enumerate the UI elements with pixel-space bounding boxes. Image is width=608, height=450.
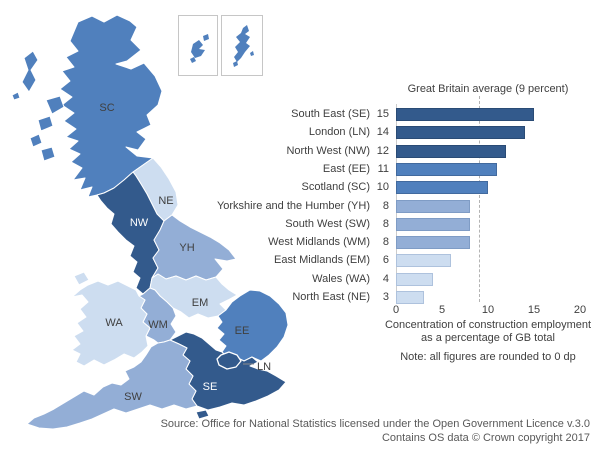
bar-value: 6	[382, 254, 389, 267]
footer: Source: Office for National Statistics l…	[161, 417, 590, 445]
bar-label: Scotland (SC)	[301, 181, 370, 194]
map-label-yh: YH	[179, 242, 194, 254]
shetland-islands	[234, 25, 250, 62]
bar	[396, 291, 424, 304]
bar-label: South West (SW)	[285, 217, 370, 230]
tiny-island	[11, 91, 21, 101]
map-label-se: SE	[203, 381, 218, 393]
bar	[396, 144, 507, 158]
bar	[396, 126, 525, 140]
x-axis-title-line1: Concentration of construction employment	[384, 319, 592, 331]
bar-value: 3	[382, 291, 389, 303]
isle-of-wight	[195, 409, 210, 420]
map-label-wa: WA	[105, 317, 123, 329]
map-label-em: EM	[192, 297, 209, 309]
chart-note: Note: all figures are rounded to 0 dp	[400, 351, 576, 363]
hebrides-island	[21, 50, 39, 93]
region-wales	[71, 280, 151, 367]
bar-value: 10	[376, 181, 389, 194]
bar-value: 11	[377, 162, 389, 175]
region-east	[216, 289, 289, 362]
bar-label: South East (SE)	[291, 108, 370, 120]
source-line: Source: Office for National Statistics l…	[160, 418, 590, 430]
map-label-ee: EE	[235, 325, 250, 337]
skye-island	[45, 95, 65, 115]
bar	[396, 162, 498, 176]
small-island	[29, 133, 43, 148]
bar	[396, 272, 433, 286]
x-axis-title-line2: as a percentage of GB total	[421, 332, 555, 344]
map-label-ln: LN	[257, 361, 271, 373]
bar-value: 8	[382, 199, 389, 212]
orkney-islands	[203, 34, 209, 41]
orkney-islands	[191, 40, 205, 58]
map-label-wm: WM	[148, 319, 168, 331]
bar	[396, 217, 470, 231]
bar	[396, 199, 470, 213]
bar-label: North East (NE)	[292, 291, 370, 303]
bar-value: 15	[376, 108, 389, 120]
bar	[396, 236, 470, 250]
bar-label: East Midlands (EM)	[274, 254, 370, 267]
x-tick-label: 5	[438, 304, 446, 316]
bar-value: 14	[376, 126, 389, 139]
x-tick-label: 10	[481, 304, 495, 316]
bar	[396, 181, 488, 195]
bar-label: North West (NW)	[286, 144, 370, 157]
bar-value: 8	[382, 236, 389, 249]
bar	[396, 108, 534, 121]
inset-boxes	[178, 15, 263, 76]
region-london	[216, 351, 242, 370]
bar-value: 4	[382, 272, 389, 285]
mull-island	[37, 115, 54, 132]
copyright-line: Contains OS data © Crown copyright 2017	[381, 432, 590, 444]
bar-value: 8	[382, 217, 389, 230]
shetland-islands	[250, 51, 254, 56]
orkney-islands	[190, 57, 196, 63]
bar-label: Yorkshire and the Humber (YH)	[216, 199, 370, 212]
islay-island	[40, 146, 56, 162]
x-tick-label: 0	[392, 304, 400, 316]
anglesey-island	[73, 271, 90, 286]
map-label-nw: NW	[130, 217, 149, 229]
map-label-sw: SW	[124, 391, 142, 403]
map-label-ne: NE	[158, 195, 173, 207]
bar-label: West Midlands (WM)	[268, 236, 370, 249]
average-line	[478, 96, 480, 302]
map-label-sc: SC	[99, 102, 114, 114]
bar-label: Wales (WA)	[312, 272, 370, 285]
bar-value: 12	[376, 144, 389, 157]
x-tick-label: 20	[573, 304, 587, 316]
region-south-west	[26, 339, 198, 430]
bar-label: East (EE)	[322, 162, 370, 175]
x-tick-label: 15	[527, 304, 541, 316]
shetland-islands	[233, 61, 238, 67]
bar-label: London (LN)	[308, 126, 370, 139]
chart-title: Great Britain average (9 percent)	[407, 83, 569, 95]
bar	[396, 254, 452, 268]
